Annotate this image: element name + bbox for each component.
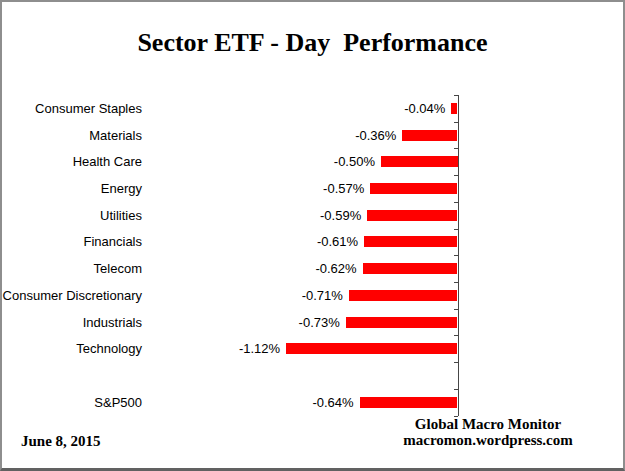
bar [349, 290, 458, 301]
category-label: Consumer Discretionary [2, 288, 142, 303]
axis-tick [454, 229, 458, 230]
category-label: Industrials [2, 315, 142, 330]
value-label: -0.36% [336, 128, 396, 143]
category-label: Telecom [2, 261, 142, 276]
axis-tick [454, 335, 458, 336]
value-label: -0.50% [315, 154, 375, 169]
date-label: June 8, 2015 [21, 433, 101, 450]
value-label: -0.59% [301, 208, 361, 223]
bar [363, 263, 458, 274]
category-label: Technology [2, 341, 142, 356]
bar [367, 210, 457, 221]
bar [370, 183, 457, 194]
chart-page: Sector ETF - Day Performance Consumer St… [0, 0, 625, 471]
bar [381, 156, 458, 167]
category-label: Financials [2, 234, 142, 249]
category-label: S&P500 [2, 395, 142, 410]
bar [364, 236, 457, 247]
axis-tick [454, 362, 458, 363]
value-label: -0.73% [280, 315, 340, 330]
bar [402, 130, 457, 141]
category-label: Energy [2, 181, 142, 196]
axis-tick [454, 202, 458, 203]
axis-tick [454, 282, 458, 283]
value-label: -0.64% [294, 395, 354, 410]
credit-url: macromon.wordpress.com [378, 433, 598, 449]
value-label: -0.04% [385, 101, 445, 116]
chart-title: Sector ETF - Day Performance [2, 30, 623, 56]
axis-tick [454, 175, 458, 176]
bar [286, 343, 457, 354]
axis-tick [454, 148, 458, 149]
value-label: -0.61% [298, 234, 358, 249]
value-label: -0.62% [297, 261, 357, 276]
category-label: Health Care [2, 154, 142, 169]
value-label: -1.12% [220, 341, 280, 356]
category-label: Consumer Staples [2, 101, 142, 116]
axis-tick [454, 255, 458, 256]
bar [346, 317, 458, 328]
axis-tick [454, 95, 458, 96]
category-label: Utilities [2, 208, 142, 223]
category-label: Materials [2, 128, 142, 143]
bar [360, 397, 458, 408]
axis-tick [454, 309, 458, 310]
value-label: -0.57% [304, 181, 364, 196]
value-label: -0.71% [283, 288, 343, 303]
axis-tick [454, 389, 458, 390]
credit-block: Global Macro Monitor macromon.wordpress.… [378, 417, 598, 448]
credit-name: Global Macro Monitor [378, 417, 598, 433]
y-axis-line [458, 95, 459, 416]
axis-tick [454, 122, 458, 123]
